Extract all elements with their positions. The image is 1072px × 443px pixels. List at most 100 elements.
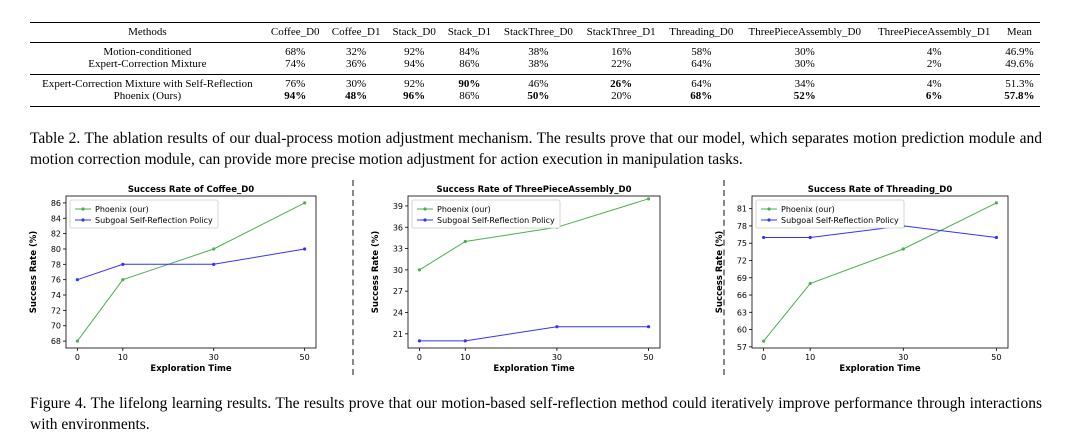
table-cell: 20%	[611, 90, 632, 102]
y-tick-label: 69	[737, 274, 747, 283]
table-cell: 64%	[691, 77, 712, 90]
chart-panel-threading: Success Rate of Threading_D0 57 60 63 66 69 72…	[710, 178, 1020, 374]
data-point	[646, 325, 651, 329]
table-cell: 34%	[794, 77, 815, 90]
table-cell: 49.6%	[1005, 58, 1034, 70]
table-row: Phoenix (Ours) 94% 48% 96% 86% 50% 20% 68% 52% 6%…	[30, 90, 1040, 106]
y-tick-label: 68	[51, 337, 61, 346]
x-tick-label: 10	[460, 353, 470, 362]
series-line	[763, 202, 997, 342]
table-group-ours: Expert-Correction Mixture with Self-Refl…	[30, 74, 1040, 106]
x-tick-label: 30	[209, 353, 219, 362]
x-tick-label: 30	[552, 353, 562, 362]
y-tick-label: 24	[393, 308, 403, 317]
plot-frame	[751, 195, 1009, 349]
data-point	[994, 201, 998, 205]
table-cell: 68%	[285, 45, 306, 58]
table-cell: 68%	[690, 90, 713, 102]
table-cell: 96%	[403, 90, 426, 102]
series-line	[419, 198, 649, 271]
data-point	[808, 235, 812, 240]
table-cell: 86%	[459, 90, 480, 102]
y-axis-label: Success Rate (%)	[371, 231, 381, 314]
method-name: Phoenix (Ours)	[113, 90, 182, 102]
chart-threading-d0: Success Rate of Threading_D0 57 60 63 66 69 72…	[715, 185, 1009, 374]
data-point	[762, 339, 766, 343]
table-cell: 30%	[794, 58, 815, 70]
legend-marker	[767, 218, 771, 222]
legend-box	[755, 199, 905, 229]
series-line	[419, 326, 649, 342]
ablation-table: Methods Coffee_D0 Coffee_D1 Stack_D0 Stack_D…	[30, 22, 1040, 107]
series-line	[77, 248, 305, 281]
table-cell: 92%	[404, 77, 425, 90]
table-cell: 4%	[926, 45, 942, 58]
data-point	[417, 339, 422, 343]
panel-separator	[352, 180, 354, 375]
data-point	[463, 339, 467, 343]
column-header: Stack_D0	[392, 26, 436, 38]
data-point	[212, 247, 216, 251]
data-point	[646, 197, 651, 201]
y-tick-label: 81	[737, 205, 747, 214]
y-tick-label: 75	[737, 239, 747, 248]
table-cell: 50%	[527, 90, 550, 102]
legend-marker	[81, 218, 85, 222]
column-header: ThreePieceAssembly_D0	[748, 26, 861, 38]
series-line	[763, 225, 997, 238]
table-cell: 30%	[794, 45, 815, 58]
table-cell: 84%	[459, 45, 480, 58]
legend-marker	[767, 207, 771, 211]
y-tick-label: 86	[51, 199, 61, 208]
chart-title: Success Rate of ThreePieceAssembly_D0	[436, 185, 631, 195]
y-tick-label: 74	[51, 291, 61, 300]
table-cell: 38%	[528, 58, 549, 70]
table-cell: 6%	[925, 90, 943, 102]
method-name: Motion-conditioned	[103, 45, 192, 58]
y-tick-label: 60	[737, 326, 747, 335]
table-cell: 30%	[346, 77, 367, 90]
data-point	[121, 278, 125, 282]
method-name: Expert-Correction Mixture with Self-Refl…	[42, 77, 253, 90]
x-tick-label: 30	[898, 353, 908, 362]
method-name: Expert-Correction Mixture	[88, 58, 207, 70]
y-tick-label: 72	[737, 256, 747, 265]
x-tick-label: 10	[118, 353, 128, 362]
table-cell: 94%	[404, 58, 425, 70]
table-cell: 26%	[610, 77, 633, 90]
column-header: Coffee_D0	[270, 26, 320, 38]
table-cell: 76%	[285, 77, 306, 90]
legend-entry: Phoenix (our)	[95, 205, 149, 214]
legend-marker	[81, 207, 85, 211]
table-cell: 92%	[404, 45, 425, 58]
table-cell: 36%	[346, 58, 367, 70]
table-caption: Table 2. The ablation results of our dua…	[30, 130, 1042, 168]
y-tick-label: 70	[51, 322, 61, 331]
chart-panel-coffee: Success Rate of Coffee_D0 68 70 72 74 76 78 80 8…	[20, 178, 320, 374]
y-tick-label: 82	[51, 230, 61, 239]
legend-entry: Subgoal Self-Reflection Policy	[95, 216, 213, 225]
table-cell: 64%	[691, 58, 712, 70]
column-header: StackThree_D0	[503, 26, 573, 38]
y-tick-label: 84	[51, 214, 61, 223]
table-cell: 57.8%	[1004, 90, 1035, 102]
x-axis-label: Exploration Time	[839, 364, 920, 374]
table-cell: 52%	[793, 90, 816, 102]
table-cell: 46%	[528, 77, 549, 90]
table-cell: 74%	[285, 58, 306, 70]
legend-entry: Phoenix (our)	[437, 205, 491, 214]
y-tick-label: 57	[737, 343, 747, 352]
data-point	[762, 235, 766, 240]
column-header: Threading_D0	[669, 26, 734, 38]
table-row: Motion-conditioned 68% 32% 92% 84% 38% 16% 58% 3…	[30, 42, 1040, 58]
data-point	[75, 339, 79, 343]
y-tick-label: 33	[393, 245, 403, 254]
data-point	[121, 262, 125, 266]
table-cell: 46.9%	[1005, 45, 1034, 58]
y-tick-label: 21	[393, 330, 403, 339]
y-tick-label: 27	[393, 287, 403, 296]
x-tick-label: 50	[991, 353, 1001, 362]
column-header: ThreePieceAssembly_D1	[877, 26, 991, 38]
data-point	[808, 281, 812, 286]
y-axis-label: Success Rate (%)	[715, 231, 725, 314]
